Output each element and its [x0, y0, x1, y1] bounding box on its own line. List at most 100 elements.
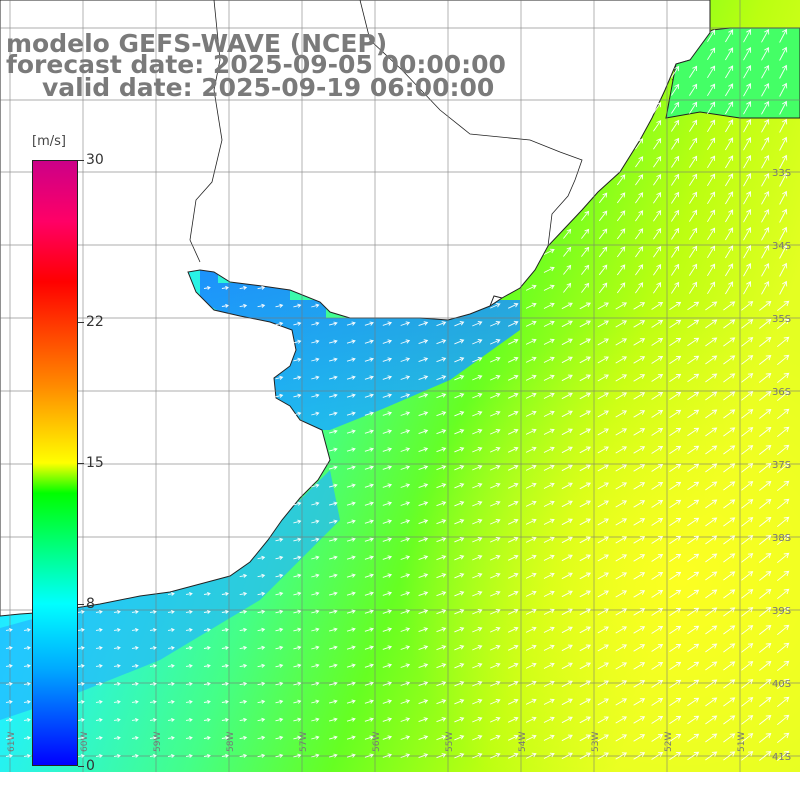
wind-arrow: [615, 608, 628, 616]
wind-arrow: [508, 554, 519, 561]
wind-arrow: [579, 500, 591, 508]
wind-arrow: [669, 355, 682, 364]
wind-arrow: [598, 246, 608, 258]
wind-arrow: [761, 190, 770, 205]
wind-arrow: [741, 391, 754, 401]
wind-arrow: [579, 338, 591, 346]
wind-arrow: [418, 339, 429, 345]
wind-arrow: [615, 536, 628, 544]
wind-arrow: [741, 499, 754, 509]
wind-arrow: [454, 609, 465, 615]
wind-arrow: [705, 481, 718, 491]
wind-arrow: [651, 410, 664, 418]
wind-arrow: [741, 481, 754, 491]
wind-arrow: [597, 680, 609, 688]
wind-arrow: [669, 301, 682, 310]
wind-arrow: [328, 609, 338, 614]
colorbar-tick-label: 8: [86, 596, 95, 613]
wind-arrow: [633, 392, 646, 400]
wind-arrow: [723, 445, 736, 455]
wind-arrow: [167, 699, 175, 704]
wind-arrow: [651, 392, 664, 400]
wind-arrow: [257, 609, 266, 614]
wind-arrow: [311, 537, 320, 542]
wind-arrow: [597, 554, 609, 562]
wind-arrow: [615, 554, 628, 562]
wind-arrow: [454, 501, 465, 507]
wind-arrow: [346, 627, 356, 632]
wind-arrow: [707, 83, 716, 97]
wind-arrow: [687, 463, 700, 473]
wind-arrow: [633, 590, 646, 598]
wind-arrow: [777, 552, 790, 564]
wind-arrow: [633, 302, 646, 310]
wind-arrow: [705, 517, 718, 527]
wind-arrow: [275, 321, 284, 326]
wind-arrow: [275, 699, 284, 704]
wind-arrow: [239, 303, 248, 308]
wind-arrow: [759, 660, 772, 671]
wind-arrow: [436, 501, 447, 507]
wind-arrow: [167, 717, 175, 722]
wind-arrow: [257, 663, 266, 668]
wind-arrow: [508, 644, 519, 651]
wind-arrow: [687, 355, 700, 365]
wind-arrow: [77, 627, 85, 632]
wind-arrow: [293, 573, 302, 578]
wind-arrow: [669, 751, 682, 760]
wind-arrow: [687, 301, 700, 311]
wind-arrow: [95, 681, 103, 686]
wind-arrow: [454, 411, 465, 417]
wind-arrow: [687, 337, 700, 347]
wind-arrow: [761, 118, 770, 133]
wind-arrow: [687, 481, 700, 491]
wind-arrow: [561, 698, 573, 706]
wind-arrow: [651, 662, 664, 670]
wind-arrow: [472, 591, 483, 597]
wind-arrow: [346, 483, 356, 488]
wind-arrow: [113, 717, 121, 722]
wind-arrow: [723, 733, 736, 743]
wind-arrow: [293, 501, 302, 506]
wind-arrow: [705, 373, 718, 383]
wind-arrow: [597, 572, 609, 580]
wind-arrow: [454, 699, 465, 705]
wind-arrow: [400, 321, 411, 326]
wind-arrow: [723, 319, 736, 329]
lat-label: 41S: [772, 752, 791, 763]
wind-arrow: [328, 663, 338, 668]
wind-arrow: [436, 483, 447, 489]
wind-arrow: [615, 590, 628, 598]
wind-arrow: [741, 409, 754, 419]
wind-arrow: [563, 264, 572, 275]
wind-arrow: [653, 245, 662, 258]
wind-arrow: [615, 446, 628, 454]
wind-arrow: [777, 372, 790, 384]
wind-arrow: [671, 101, 680, 114]
wind-arrow: [705, 643, 718, 653]
wind-arrow: [454, 627, 465, 633]
wind-arrow: [525, 428, 537, 435]
wind-arrow: [743, 137, 752, 151]
wind-arrow: [725, 173, 734, 187]
wind-arrow: [597, 536, 609, 544]
wind-arrow: [418, 645, 429, 651]
wind-arrow: [311, 753, 320, 758]
wind-arrow: [525, 302, 537, 309]
wind-arrow: [472, 393, 483, 399]
wind-arrow: [597, 626, 609, 634]
wind-arrow: [293, 321, 302, 326]
wind-arrow: [543, 554, 555, 561]
wind-arrow: [400, 375, 411, 380]
wind-arrow: [472, 447, 483, 453]
wind-arrow: [597, 338, 609, 346]
wind-arrow: [328, 537, 338, 542]
wind-arrow: [346, 519, 356, 524]
wind-arrow: [743, 263, 752, 277]
wind-arrow: [761, 280, 770, 295]
wind-arrow: [615, 680, 628, 688]
wind-arrow: [561, 338, 573, 346]
wind-arrow: [561, 590, 573, 598]
wind-arrow: [525, 500, 537, 507]
wind-arrow: [382, 321, 393, 326]
